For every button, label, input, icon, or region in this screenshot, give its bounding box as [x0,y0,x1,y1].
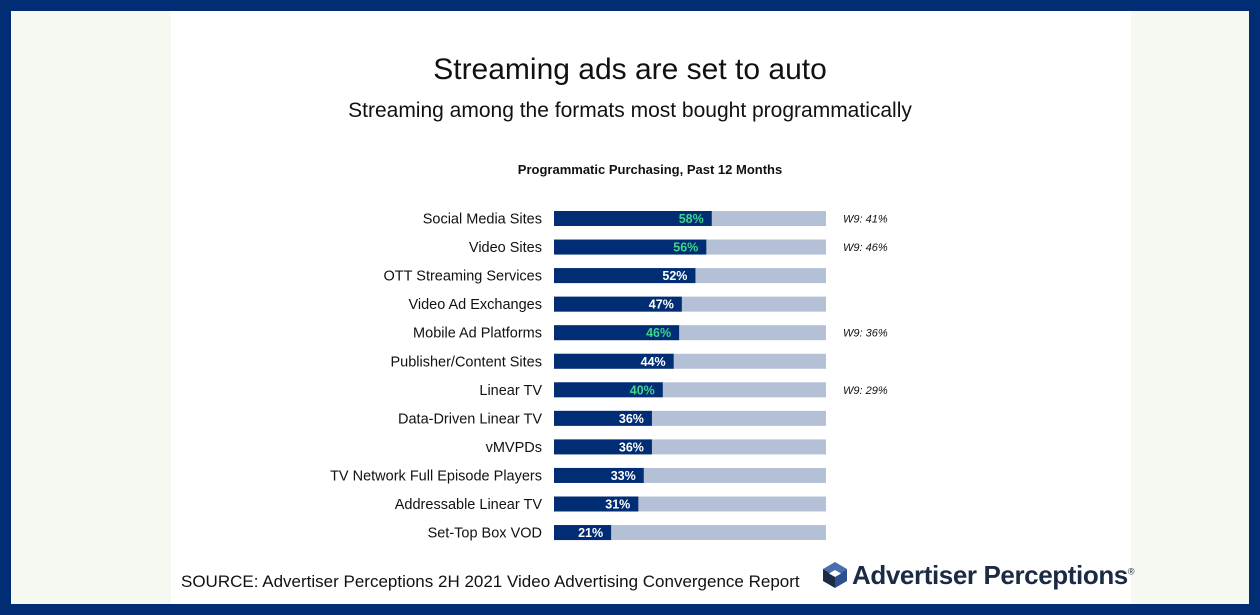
annotation: W9: 46% [843,242,888,254]
bar [554,211,712,226]
annotation: W9: 41% [843,214,888,226]
data-label: 31% [605,498,630,512]
bar [554,439,652,455]
bar [554,239,707,255]
bar [554,382,663,398]
data-label: 58% [679,212,704,226]
chart-title: Programmatic Purchasing, Past 12 Months [517,162,783,177]
bar [554,496,639,512]
category-label: Data-Driven Linear TV [398,411,542,427]
data-label: 36% [619,440,644,454]
bar [554,268,696,284]
bar-chart: Social Media Sites 58% W9: 41% Video Sites 5… [330,211,888,542]
data-label: 52% [662,269,687,283]
category-label: Social Media Sites [423,212,542,228]
bar [554,525,612,541]
bar [554,296,682,312]
category-label: Video Sites [469,240,542,256]
bar [554,325,680,341]
data-label: 47% [649,298,674,312]
bar [554,410,652,426]
data-label: 56% [673,241,698,255]
registered-mark: ® [1127,565,1135,576]
data-label: 46% [646,326,671,340]
category-label: Linear TV [479,383,542,399]
data-label: 44% [641,355,666,369]
bar [554,353,674,369]
category-label: Publisher/Content Sites [390,354,542,370]
data-label: 36% [619,412,644,426]
page-title: Streaming ads are set to auto [433,53,827,86]
category-label: Set-Top Box VOD [428,526,542,542]
bar-track [554,525,826,541]
data-label: 33% [611,469,636,483]
category-label: Addressable Linear TV [395,497,543,513]
category-label: Mobile Ad Platforms [413,326,542,342]
source-note: SOURCE: Advertiser Perceptions 2H 2021 V… [181,572,800,591]
category-label: vMVPDs [486,440,542,456]
cube-logo-icon [823,562,847,588]
category-label: Video Ad Exchanges [408,297,542,313]
bar [554,467,644,483]
logo-text: Advertiser Perceptions® [852,559,1135,591]
category-label: OTT Streaming Services [384,269,542,285]
annotation: W9: 36% [843,328,888,340]
logo-wordmark: Advertiser Perceptions [852,559,1128,590]
advertiser-perceptions-logo: Advertiser Perceptions® [822,556,1135,594]
annotation: W9: 29% [843,385,888,397]
category-label: TV Network Full Episode Players [330,468,542,484]
page-subtitle: Streaming among the formats most bought … [348,99,912,122]
data-label: 40% [630,383,655,397]
data-label: 21% [578,526,603,540]
